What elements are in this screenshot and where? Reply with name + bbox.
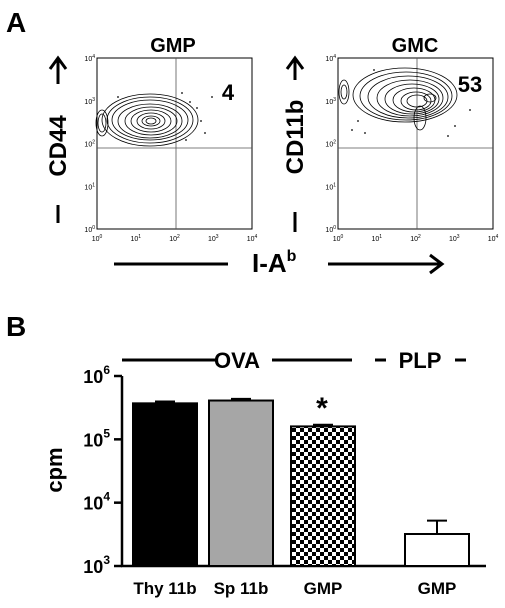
x-tick-label: 100 [333,234,344,243]
shared-xlabel: I-Ab [114,248,445,278]
bar [132,402,198,567]
group-plp-label: PLP [399,348,442,373]
panel-a-label: A [6,7,26,38]
y-tick-label: 100 [325,225,336,234]
group-plp: PLP [375,348,466,373]
x-category-label: Thy 11b [133,579,196,598]
panel-b-label: B [6,311,26,342]
x-tick-label: 101 [371,234,382,243]
quadrant-value-gmc: 53 [458,72,482,97]
ylabel-gmp: CD44 [45,55,72,223]
y-tick-label: 100 [84,225,95,234]
x-tick-label: 103 [208,234,219,243]
y-tick-label: 104 [325,54,336,63]
bar-chart: 103 104 105 106 Thy 11b Sp 11b GMP GMP cpm * [42,363,486,598]
x-tick-label: 104 [488,234,499,243]
y-tick-label: 104 [83,490,110,514]
x-category-label: Sp 11b [214,579,269,598]
bar [208,399,274,567]
x-tick-label: 101 [130,234,141,243]
y-tick-label: 101 [84,182,95,191]
plot-title-gmc: GMC [392,35,439,57]
ylabel-gmp-text: CD44 [45,115,72,177]
y-tick-label: 104 [84,54,95,63]
plot-title-gmp: GMP [150,35,196,57]
plot-frame-gmp [96,57,253,230]
y-tick-label: 101 [325,182,336,191]
group-ova: OVA [122,348,352,373]
bar-x-labels: Thy 11b Sp 11b GMP GMP [133,579,456,598]
x-tick-label: 104 [247,234,258,243]
x-category-label: GMP [418,579,457,598]
y-tick-label: 103 [84,97,95,106]
y-tick-label: 102 [325,140,336,149]
y-tick-label: 106 [83,363,110,387]
bars [132,397,470,567]
bar-y-ticks: 103 104 105 106 [83,363,122,577]
plot-frame-gmc [337,57,494,230]
bar-ylabel: cpm [42,447,67,492]
x-category-label: GMP [304,579,343,598]
contour-gmp [95,93,199,147]
quadrant-value-gmp: 4 [222,80,235,105]
y-tick-label: 102 [84,140,95,149]
y-tick-label: 103 [325,97,336,106]
x-tick-label: 102 [169,234,180,243]
events-gmp [117,92,213,141]
group-ova-label: OVA [214,348,260,373]
flow-plot-gmp: GMP 4 [95,35,253,230]
flow-plot-gmc: GMC 53 [337,35,494,230]
significance-mark: * [316,392,328,425]
x-tick-label: 103 [449,234,460,243]
x-tick-label: 102 [410,234,421,243]
y-tick-label: 103 [83,553,110,577]
bar [290,425,356,567]
x-tick-label: 100 [92,234,103,243]
shared-xlabel-text: I-Ab [252,248,297,278]
contour-gmc [338,67,458,131]
ylabel-gmc: CD11b [282,55,309,232]
ylabel-gmc-text: CD11b [282,100,309,175]
flow-tick-labels: 1001001011011021021031031041041001001011… [84,54,498,243]
y-tick-label: 105 [83,426,110,450]
events-gmc [351,69,471,137]
bar [404,533,470,567]
